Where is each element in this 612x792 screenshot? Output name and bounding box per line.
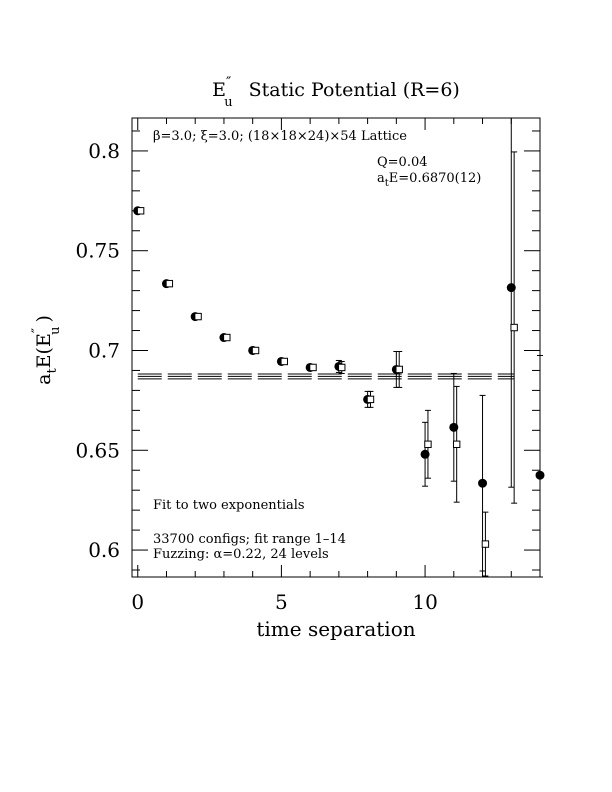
data-point-square (338, 363, 346, 372)
configs-annotation: 33700 configs; fit range 1–14 (153, 532, 346, 547)
data-point-square (452, 440, 461, 448)
data-point-square (280, 357, 288, 366)
data-point-square (223, 333, 231, 342)
x-tick-label: 10 (412, 590, 437, 614)
q-annotation: Q=0.04 (377, 155, 428, 170)
x-tick-label: 0 (131, 590, 144, 614)
y-tick-label: 0.7 (88, 338, 120, 362)
fuzzing-annotation: Fuzzing: α=0.22, 24 levels (153, 547, 329, 562)
lattice-annotation: β=3.0; ξ=3.0; (18×18×24)×54 Lattice (153, 129, 407, 144)
data-point-circle (478, 478, 488, 488)
data-point-square (165, 279, 174, 288)
y-tick-label: 0.8 (88, 139, 120, 163)
y-tick-label: 0.6 (88, 538, 120, 562)
energy-annotation: atE=0.6870(12) (377, 171, 481, 189)
data-point-square (424, 440, 432, 448)
fit-type-annotation: Fit to two exponentials (153, 498, 305, 513)
data-point-square (510, 323, 518, 332)
y-tick-label: 0.65 (75, 438, 120, 462)
plot-area: 0 5 10 0.6 0.65 0.7 0.75 0.8 (75, 117, 545, 614)
data-point-square (309, 363, 317, 372)
data-point-circle (449, 422, 459, 432)
x-tick-label: 5 (275, 590, 288, 614)
data-point-square (395, 365, 403, 374)
plot-frame (131, 117, 541, 578)
data-point-square (366, 395, 375, 404)
data-point-square (251, 346, 260, 355)
data-point-circle (506, 283, 516, 293)
y-axis-label: atE(E″ u) (30, 315, 63, 385)
x-axis-label: time separation (256, 617, 415, 641)
data-point-square (136, 207, 145, 215)
data-point-circle (420, 449, 430, 459)
data-point-square (194, 312, 202, 321)
y-tick-label: 0.75 (75, 239, 120, 263)
chart-title: E″ uStatic Potential (R=6) (212, 75, 460, 110)
data-point-square (481, 540, 490, 548)
data-point-circle (535, 470, 545, 480)
